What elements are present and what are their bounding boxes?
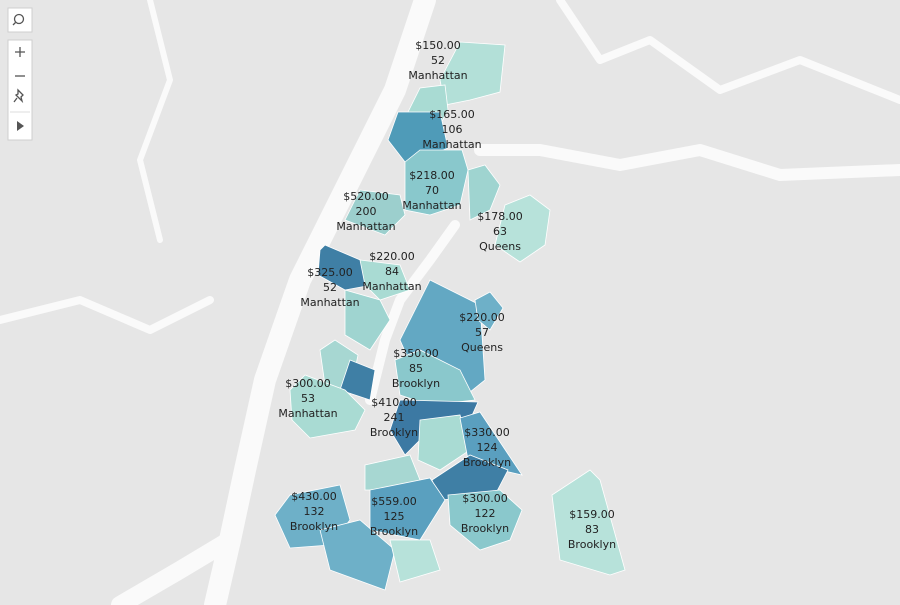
region-count: 122	[475, 507, 496, 520]
region-borough: Manhattan	[422, 138, 481, 151]
region-price: $350.00	[393, 347, 439, 360]
region-price: $150.00	[415, 39, 461, 52]
region-count: 83	[585, 523, 599, 536]
region-borough: Queens	[479, 240, 521, 253]
region-borough: Manhattan	[300, 296, 359, 309]
region-count: 125	[384, 510, 405, 523]
region-count: 132	[304, 505, 325, 518]
play-button[interactable]	[17, 121, 24, 131]
region-price: $520.00	[343, 190, 389, 203]
region-price: $220.00	[369, 250, 415, 263]
region-borough: Brooklyn	[370, 525, 418, 538]
region[interactable]	[417, 414, 471, 471]
region[interactable]	[344, 189, 406, 236]
region-count: 52	[323, 281, 337, 294]
region[interactable]	[467, 164, 501, 221]
region-count: 241	[384, 411, 405, 424]
region-price: $300.00	[285, 377, 331, 390]
region[interactable]	[389, 539, 441, 583]
region-borough: Brooklyn	[568, 538, 616, 551]
zoom-in-button[interactable]	[15, 47, 25, 57]
region-count: 57	[475, 326, 489, 339]
region[interactable]	[339, 359, 376, 401]
region-count: 70	[425, 184, 439, 197]
region-count: 124	[477, 441, 498, 454]
search-button[interactable]	[7, 7, 33, 33]
region-count: 106	[442, 123, 463, 136]
region-borough: Manhattan	[336, 220, 395, 233]
region-borough: Brooklyn	[461, 522, 509, 535]
region-price: $218.00	[409, 169, 455, 182]
region[interactable]	[289, 374, 366, 439]
search-icon	[12, 22, 16, 26]
region[interactable]	[359, 259, 411, 301]
region-price: $325.00	[307, 266, 353, 279]
region[interactable]	[551, 469, 626, 576]
region[interactable]	[494, 194, 551, 263]
region-count: 85	[409, 362, 423, 375]
region-price: $410.00	[371, 396, 417, 409]
region-count: 52	[431, 54, 445, 67]
region-count: 84	[385, 265, 399, 278]
region-price: $559.00	[371, 495, 417, 508]
region-price: $430.00	[291, 490, 337, 503]
region-price: $330.00	[464, 426, 510, 439]
regions	[274, 41, 626, 591]
region-borough: Manhattan	[362, 280, 421, 293]
region-price: $220.00	[459, 311, 505, 324]
region-price: $300.00	[462, 492, 508, 505]
region-borough: Manhattan	[278, 407, 337, 420]
region[interactable]	[404, 149, 469, 216]
region-borough: Brooklyn	[392, 377, 440, 390]
region-count: 53	[301, 392, 315, 405]
region[interactable]	[369, 477, 446, 541]
toolbar	[7, 7, 33, 141]
region-borough: Brooklyn	[290, 520, 338, 533]
region[interactable]	[474, 291, 504, 331]
region-borough: Queens	[461, 341, 503, 354]
region-count: 200	[356, 205, 377, 218]
labels: $150.00 52 Manhattan $165.00 106 Manhattan $21…	[278, 39, 616, 551]
region-borough: Manhattan	[402, 199, 461, 212]
region[interactable]	[394, 349, 476, 406]
region-count: 63	[493, 225, 507, 238]
region-price: $159.00	[569, 508, 615, 521]
region-price: $165.00	[429, 108, 475, 121]
search-icon	[13, 13, 25, 25]
region-price: $178.00	[477, 210, 523, 223]
region[interactable]	[319, 519, 396, 591]
pin-button[interactable]	[13, 88, 24, 104]
region-borough: Manhattan	[408, 69, 467, 82]
region-borough: Brooklyn	[370, 426, 418, 439]
region[interactable]	[344, 289, 391, 351]
region-borough: Brooklyn	[463, 456, 511, 469]
region[interactable]	[447, 489, 523, 551]
